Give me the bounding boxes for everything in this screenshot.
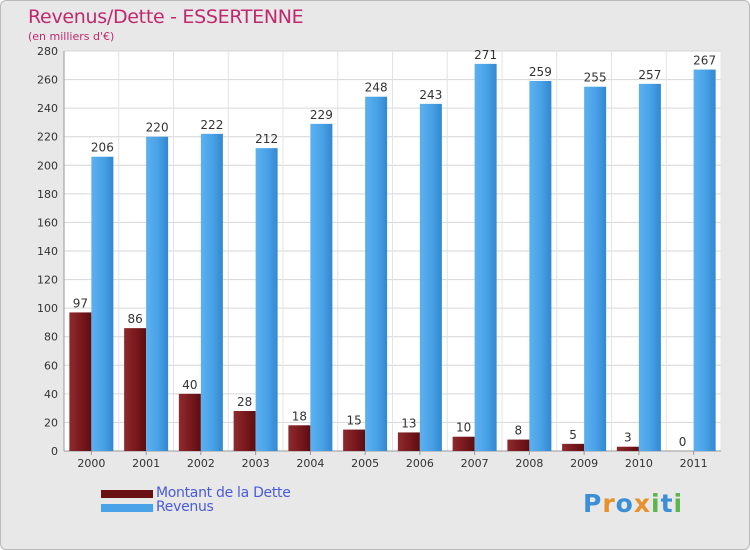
data-label-revenus-2009: 255 — [584, 71, 607, 85]
legend-swatch-dette — [101, 490, 153, 498]
x-tick-label-2003: 2003 — [242, 457, 270, 470]
x-tick-label-2004: 2004 — [296, 457, 324, 470]
data-label-revenus-2000: 206 — [91, 141, 114, 155]
x-tick-label-2011: 2011 — [680, 457, 708, 470]
y-tick-label-220: 220 — [37, 131, 58, 144]
y-tick-label-100: 100 — [37, 302, 58, 315]
y-tick-label-180: 180 — [37, 188, 58, 201]
data-label-revenus-2008: 259 — [529, 65, 552, 79]
x-tick-label-2005: 2005 — [351, 457, 379, 470]
bar-revenus-2011 — [693, 69, 716, 452]
y-tick-label-280: 280 — [37, 45, 58, 58]
data-label-revenus-2001: 220 — [146, 121, 169, 135]
bar-revenus-2000 — [91, 156, 114, 451]
bar-dette-2002 — [178, 393, 201, 451]
bar-dette-2003 — [233, 411, 256, 451]
x-tick-label-2010: 2010 — [625, 457, 653, 470]
bar-revenus-2010 — [638, 83, 661, 451]
data-label-dette-2005: 15 — [346, 414, 361, 428]
y-tick-label-240: 240 — [37, 102, 58, 115]
bar-revenus-2009 — [584, 86, 607, 451]
bar-dette-2001 — [124, 328, 147, 451]
data-label-revenus-2004: 229 — [310, 108, 333, 122]
x-tick-label-2007: 2007 — [461, 457, 489, 470]
bar-dette-2004 — [288, 425, 311, 451]
y-tick-label-0: 0 — [51, 445, 58, 458]
y-tick-label-20: 20 — [44, 416, 58, 429]
data-label-revenus-2005: 248 — [365, 81, 388, 95]
logo-letter-2: o — [615, 489, 634, 518]
bar-revenus-2003 — [255, 148, 278, 451]
bar-dette-2007 — [452, 436, 475, 451]
data-label-dette-2011: 0 — [679, 435, 687, 449]
data-label-dette-2001: 86 — [127, 312, 142, 326]
data-label-revenus-2007: 271 — [474, 48, 497, 62]
data-label-dette-2003: 28 — [237, 395, 252, 409]
legend-swatch-revenus — [101, 504, 153, 512]
logo-letter-6: i — [673, 489, 684, 518]
data-label-dette-2010: 3 — [624, 431, 632, 445]
x-tick-label-2006: 2006 — [406, 457, 434, 470]
y-tick-label-160: 160 — [37, 216, 58, 229]
bar-dette-2009 — [562, 443, 585, 451]
logo-letter-1: r — [602, 489, 616, 518]
proxiti-logo: Proxiti — [583, 489, 683, 518]
data-label-revenus-2011: 267 — [693, 54, 716, 68]
y-tick-label-60: 60 — [44, 359, 58, 372]
data-label-revenus-2003: 212 — [255, 132, 278, 146]
bar-revenus-2007 — [474, 63, 497, 451]
legend-label-revenus: Revenus — [156, 499, 214, 515]
y-tick-label-260: 260 — [37, 74, 58, 87]
y-tick-label-40: 40 — [44, 388, 58, 401]
legend-label-dette: Montant de la Dette — [156, 485, 291, 501]
logo-letter-4: i — [651, 489, 661, 518]
bar-dette-2008 — [507, 439, 530, 451]
logo-letter-0: P — [583, 489, 603, 518]
data-label-revenus-2010: 257 — [638, 68, 661, 82]
bar-dette-2010 — [616, 446, 639, 451]
data-label-dette-2008: 8 — [515, 424, 523, 438]
data-label-revenus-2002: 222 — [200, 118, 223, 132]
x-tick-label-2001: 2001 — [132, 457, 160, 470]
data-label-dette-2000: 97 — [73, 296, 88, 310]
y-tick-label-140: 140 — [37, 245, 58, 258]
x-tick-label-2002: 2002 — [187, 457, 215, 470]
chart-subtitle: (en milliers d'€) — [28, 30, 115, 43]
x-tick-label-2009: 2009 — [570, 457, 598, 470]
bar-revenus-2001 — [146, 136, 169, 451]
data-label-revenus-2006: 243 — [419, 88, 442, 102]
bar-dette-2000 — [69, 312, 92, 451]
y-tick-label-80: 80 — [44, 331, 58, 344]
x-tick-label-2000: 2000 — [77, 457, 105, 470]
bar-revenus-2004 — [310, 123, 333, 451]
data-label-dette-2009: 5 — [569, 428, 577, 442]
data-label-dette-2004: 18 — [292, 409, 307, 423]
bar-revenus-2006 — [419, 103, 442, 451]
bar-revenus-2002 — [200, 133, 223, 451]
bar-revenus-2005 — [365, 96, 388, 451]
chart-title: Revenus/Dette - ESSERTENNE — [28, 6, 304, 28]
y-tick-label-200: 200 — [37, 159, 58, 172]
data-label-dette-2002: 40 — [182, 378, 197, 392]
logo-letter-5: t — [660, 489, 674, 518]
bar-revenus-2008 — [529, 81, 552, 451]
bar-dette-2006 — [397, 432, 420, 451]
logo-letter-3: x — [633, 489, 651, 518]
x-tick-label-2008: 2008 — [515, 457, 543, 470]
data-label-dette-2007: 10 — [456, 421, 471, 435]
bar-dette-2005 — [343, 429, 366, 451]
data-label-dette-2006: 13 — [401, 416, 416, 430]
y-tick-label-120: 120 — [37, 274, 58, 287]
